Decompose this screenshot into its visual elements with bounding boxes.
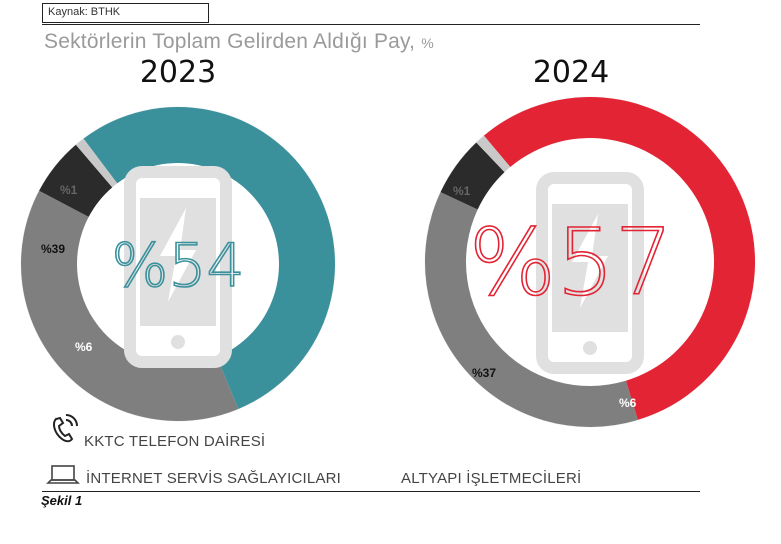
chart-title: Sektörlerin Toplam Gelirden Aldığı Pay, … bbox=[44, 30, 434, 54]
slice-label-2024-3: %1 bbox=[453, 184, 471, 198]
bottom-divider bbox=[42, 491, 700, 492]
donut-slice-2023-3 bbox=[75, 138, 118, 188]
phone-waves-icon bbox=[48, 411, 82, 450]
center-label-2023: %54 bbox=[111, 231, 244, 301]
year-label-2024: 2024 bbox=[533, 55, 609, 90]
center-label-2024: %57 bbox=[469, 209, 673, 316]
slice-label-2023-1: %39 bbox=[41, 242, 65, 256]
donut-slice-2024-2 bbox=[440, 142, 505, 210]
slice-label-2023-2: %6 bbox=[75, 340, 93, 354]
slice-label-2024-1: %37 bbox=[472, 366, 496, 380]
donut-slice-2023-2 bbox=[39, 144, 113, 217]
chart-title-text: Sektörlerin Toplam Gelirden Aldığı Pay, bbox=[44, 30, 416, 53]
donut-slice-2024-3 bbox=[476, 135, 511, 173]
year-label-2023: 2023 bbox=[140, 55, 216, 90]
phone-charge-icon-1 bbox=[536, 172, 644, 374]
legend-item-altyapi: ALTYAPI İŞLETMECİLERİ bbox=[401, 470, 582, 487]
donut-slice-2023-0 bbox=[83, 106, 336, 409]
source-note: Kaynak: BTHK bbox=[42, 3, 209, 23]
top-divider bbox=[42, 24, 700, 25]
figure-caption: Şekil 1 bbox=[41, 493, 83, 508]
legend-item-internet-servis: İNTERNET SERVİS SAĞLAYICILARI bbox=[86, 470, 342, 487]
slice-label-2024-2: %6 bbox=[619, 396, 637, 410]
donut-slice-2024-0 bbox=[483, 97, 755, 420]
donut-slice-2024-1 bbox=[425, 192, 638, 427]
phone-charge-icon-0 bbox=[124, 166, 232, 368]
donut-slice-2023-1 bbox=[20, 190, 239, 421]
laptop-icon bbox=[46, 464, 80, 491]
slice-label-2023-3: %1 bbox=[60, 183, 78, 197]
legend-item-telefon-dairesi: KKTC TELEFON DAİRESİ bbox=[84, 433, 266, 450]
chart-title-unit: % bbox=[421, 35, 434, 51]
